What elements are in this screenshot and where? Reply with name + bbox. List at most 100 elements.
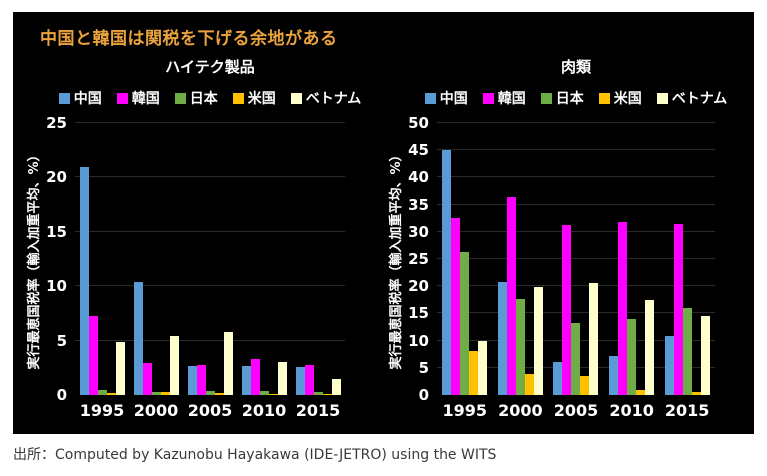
bar-group-2000 [497, 123, 543, 395]
bar-ベトナム-2010 [277, 362, 287, 395]
bar-ベトナム-2005 [589, 283, 599, 395]
legend-item-米国: 米国 [598, 88, 642, 108]
bar-韓国-1995 [451, 218, 461, 395]
legend-item-日本: 日本 [540, 88, 584, 108]
x-tick-label: 2015 [295, 401, 341, 420]
gridline [75, 230, 345, 232]
y-tick-label: 15 [46, 222, 67, 241]
y-tick-label: 25 [46, 114, 67, 132]
x-tick-label: 2000 [498, 401, 543, 420]
gridline [437, 122, 715, 123]
y-tick-label: 5 [56, 331, 67, 350]
y-tick-label: 25 [408, 250, 429, 268]
bar-ベトナム-2005 [223, 332, 233, 395]
bar-韓国-2010 [250, 359, 260, 395]
legend-swatch-icon [598, 92, 610, 104]
bar-ベトナム-1995 [115, 342, 125, 395]
bar-ベトナム-2015 [700, 316, 710, 395]
x-tick-label: 2000 [133, 401, 179, 420]
legend-swatch-icon [656, 92, 668, 104]
bar-日本-1995 [97, 390, 107, 395]
gridline [437, 203, 715, 205]
gridline [437, 312, 715, 314]
bar-韓国-2015 [304, 365, 314, 395]
y-tick-label: 0 [56, 386, 67, 404]
gridline [437, 285, 715, 287]
legend-item-中国: 中国 [424, 88, 468, 108]
bar-米国-2000 [524, 374, 534, 395]
legend-swatch-icon [424, 92, 436, 104]
bar-中国-2015 [664, 336, 674, 395]
bar-日本-2005 [205, 391, 215, 395]
bar-group-2005 [187, 123, 233, 395]
bar-韓国-2015 [673, 224, 683, 395]
bar-ベトナム-2000 [533, 287, 543, 395]
bar-日本-2000 [151, 392, 161, 395]
y-tick-label: 10 [46, 277, 67, 296]
gridline [75, 339, 345, 341]
legend-label: 韓国 [131, 91, 160, 107]
bar-韓国-2000 [142, 363, 152, 395]
x-tick-label: 2015 [664, 401, 710, 420]
bar-日本-2010 [627, 319, 637, 395]
source-note: 出所：Computed by Kazunobu Hayakawa (IDE-JE… [13, 447, 497, 463]
legend-swatch-icon [58, 92, 70, 104]
x-axis-labels: 1995 2000 2005 2010 2015 [75, 401, 345, 420]
bar-日本-2010 [259, 391, 269, 395]
bar-ベトナム-2000 [169, 336, 179, 395]
bar-groups [75, 123, 345, 395]
charts-row: ハイテク製品 中国 韓国 日本 米国 ベトナム 実行最恵国税率（輸入加重平均、%） 0 5 10 1… [13, 42, 754, 434]
x-tick-label: 2010 [609, 401, 654, 420]
bar-ベトナム-1995 [478, 341, 488, 395]
bar-中国-1995 [442, 150, 452, 395]
legend-label: 韓国 [497, 91, 526, 107]
gridline [437, 258, 715, 259]
y-tick-label: 5 [418, 358, 429, 377]
bar-group-2015 [664, 123, 710, 395]
bar-韓国-2010 [618, 222, 628, 395]
bar-groups [437, 123, 715, 395]
chart-panel: 中国と韓国は関税を下げる余地がある ハイテク製品 中国 韓国 日本 米国 ベトナム 実行最恵… [13, 12, 754, 434]
legend-label: 米国 [613, 91, 642, 107]
y-tick-label: 20 [408, 277, 429, 296]
bar-米国-2005 [580, 376, 590, 395]
bar-group-2000 [133, 123, 179, 395]
legend-swatch-icon [232, 92, 244, 104]
bar-米国-2015 [322, 394, 332, 395]
chart-meat: 肉類 中国 韓国 日本 米国 ベトナム 実行最恵国税率（輸入加重平均、%） 0 5 10 15 20 2… [383, 42, 754, 434]
y-tick-label: 15 [408, 304, 429, 323]
legend-swatch-icon [482, 92, 494, 104]
plot-area [75, 122, 345, 395]
bar-日本-2005 [571, 323, 581, 395]
legend: 中国 韓国 日本 米国 ベトナム [407, 88, 745, 108]
bar-中国-2000 [133, 282, 143, 395]
legend-item-日本: 日本 [174, 88, 218, 108]
legend-swatch-icon [116, 92, 128, 104]
bar-米国-2005 [214, 393, 224, 395]
bar-group-2005 [553, 123, 599, 395]
bar-group-1995 [79, 123, 125, 395]
x-tick-label: 1995 [79, 401, 125, 420]
bar-韓国-1995 [88, 316, 98, 395]
bar-日本-2015 [313, 392, 323, 395]
y-axis-ticks: 0 5 10 15 20 25 [13, 114, 75, 404]
bar-中国-2000 [497, 282, 507, 395]
x-axis-labels: 1995 2000 2005 2010 2015 [437, 401, 715, 420]
figure-title: 中国と韓国は関税を下げる余地がある [40, 29, 338, 49]
bar-米国-2010 [268, 394, 278, 395]
x-tick-label: 2005 [187, 401, 233, 420]
legend-label: 米国 [247, 91, 276, 107]
y-tick-label: 40 [408, 168, 429, 187]
bar-米国-1995 [106, 393, 116, 395]
legend-label: 中国 [73, 91, 102, 107]
legend-item-中国: 中国 [58, 88, 102, 108]
legend-label: 中国 [439, 91, 468, 107]
bar-日本-2000 [515, 299, 525, 395]
bar-ベトナム-2010 [645, 300, 655, 395]
bar-group-2010 [241, 123, 287, 395]
legend-label: ベトナム [671, 91, 728, 107]
bar-group-2015 [295, 123, 341, 395]
plot-area [437, 122, 715, 395]
y-tick-label: 45 [408, 141, 429, 160]
